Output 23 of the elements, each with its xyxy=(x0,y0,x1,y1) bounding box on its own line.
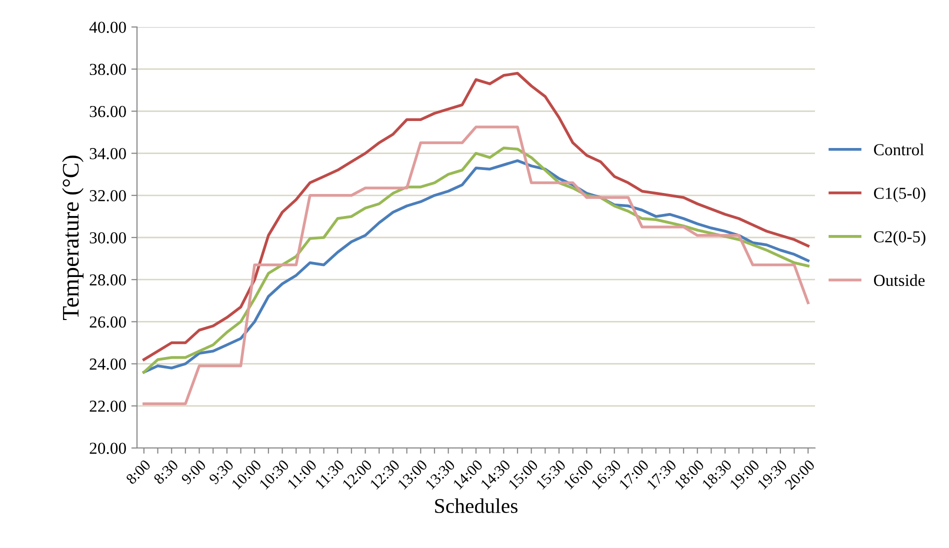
x-tick-label: 9:00 xyxy=(180,459,207,485)
legend-label: C2(0-5) xyxy=(874,230,926,246)
x-tick-label: 8:00 xyxy=(125,459,152,485)
y-tick-label: 30.00 xyxy=(90,232,126,244)
y-tick-label: 34.00 xyxy=(90,148,126,160)
legend-label: Control xyxy=(874,144,924,156)
y-tick-label: 36.00 xyxy=(90,106,126,118)
y-tick-label: 38.00 xyxy=(90,64,126,76)
x-axis-title: Schedules xyxy=(435,498,518,514)
y-tick-label: 24.00 xyxy=(90,358,126,370)
x-tick-label: 8:30 xyxy=(153,459,179,485)
y-tick-label: 40.00 xyxy=(89,22,126,34)
y-tick-label: 28.00 xyxy=(90,274,126,286)
legend-label: Outside xyxy=(874,274,925,286)
y-tick-label: 20.00 xyxy=(90,442,126,454)
line-series xyxy=(142,72,810,361)
y-axis-title: Temperature (°C) xyxy=(62,156,84,320)
legend-label: C1(5-0) xyxy=(874,187,926,202)
line-series xyxy=(142,126,810,406)
x-tick-label: 9:30 xyxy=(208,459,234,485)
y-tick-label: 32.00 xyxy=(90,190,126,202)
y-tick-label: 26.00 xyxy=(90,316,126,328)
y-tick-label: 22.00 xyxy=(90,400,126,412)
